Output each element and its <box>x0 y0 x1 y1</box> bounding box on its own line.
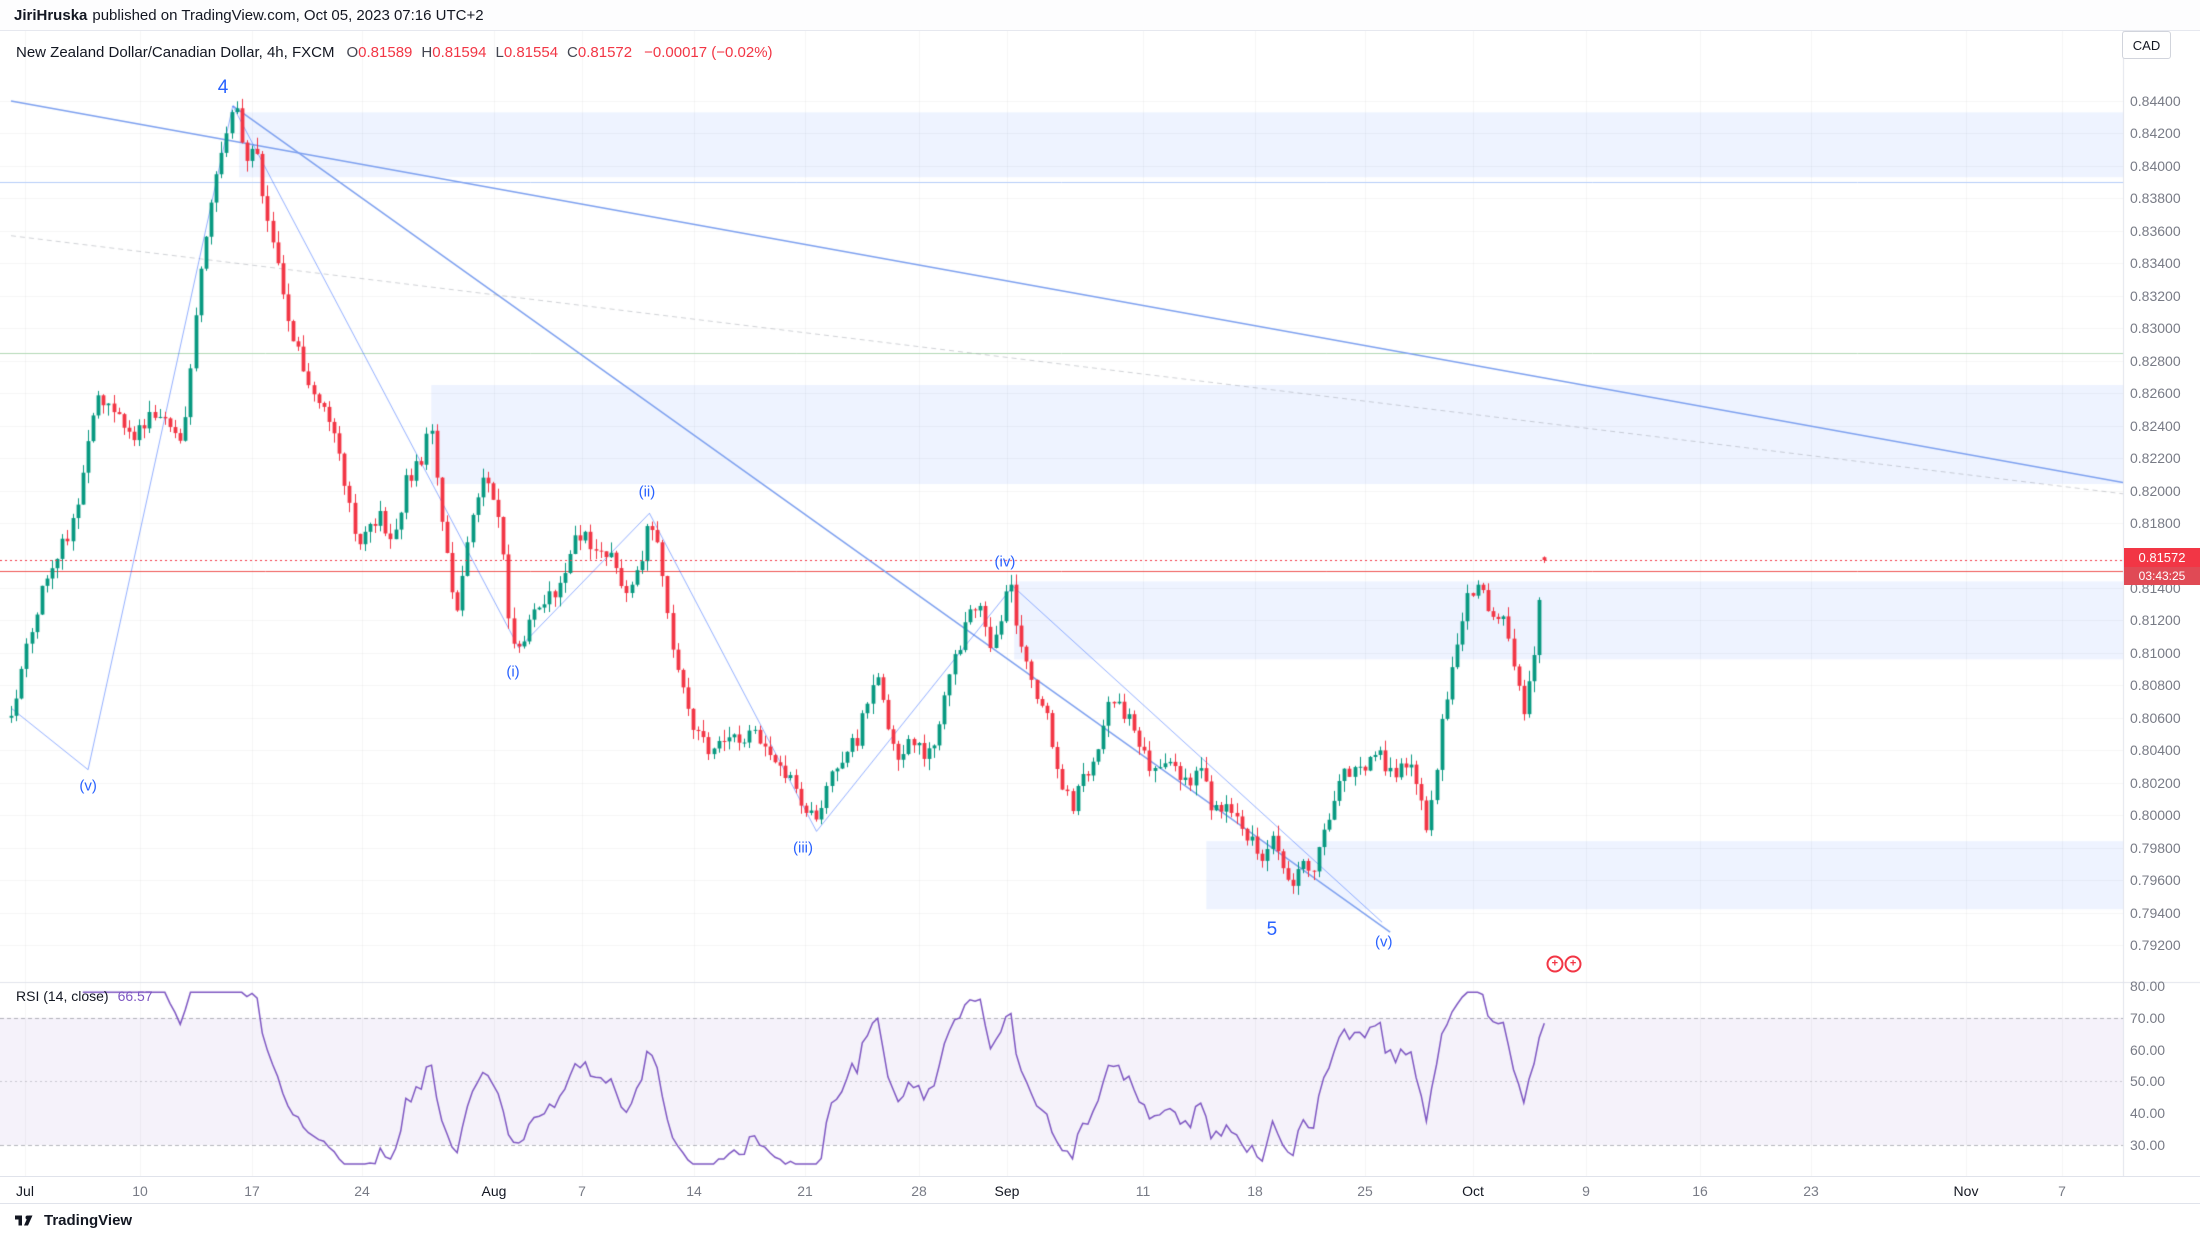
price-axis-label: 0.82400 <box>2130 417 2181 434</box>
tradingview-logo-text[interactable]: TradingView <box>44 1211 133 1229</box>
time-axis-label: Nov <box>1953 1183 1979 1199</box>
rsi-axis-label: 40.00 <box>2130 1105 2166 1122</box>
current-price-badge: 0.81572 03:43:25 <box>2124 548 2200 585</box>
wave-label-ii[interactable]: (ii) <box>638 483 656 501</box>
time-axis-label: 7 <box>578 1183 586 1199</box>
price-axis-label: 0.84000 <box>2130 157 2181 174</box>
time-axis-label: Jul <box>16 1183 34 1199</box>
bottom-bar: TradingView <box>0 1203 2200 1236</box>
wave-label-v[interactable]: (v) <box>1375 933 1393 951</box>
ohlc-L: L0.81554 <box>495 44 559 61</box>
time-axis-label: 10 <box>132 1183 148 1199</box>
price-axis-label: 0.83400 <box>2130 255 2181 272</box>
time-axis-label: 23 <box>1803 1183 1819 1199</box>
currency-badge[interactable]: CAD <box>2122 31 2171 59</box>
time-axis[interactable]: Jul 10 17 24 Aug 7 14 21 28 Sep 11 18 25 Oct 9 16 23 Nov 7 <box>0 1176 2200 1204</box>
wave-label-5[interactable]: 5 <box>1266 919 1278 941</box>
alert-icon[interactable]: + <box>1546 955 1564 973</box>
price-axis-label: 0.81200 <box>2130 612 2181 629</box>
ohlc-C: C0.81572 <box>567 44 633 61</box>
wave-label-iv[interactable]: (iv) <box>994 553 1016 571</box>
price-axis-label: 0.82800 <box>2130 352 2181 369</box>
price-axis-label: 0.82200 <box>2130 450 2181 467</box>
ohlc-O: O0.81589 <box>346 44 413 61</box>
price-axis-label: 0.80200 <box>2130 774 2181 791</box>
price-axis-label: 0.79800 <box>2130 839 2181 856</box>
price-axis-label: 0.82000 <box>2130 482 2181 499</box>
time-axis-label: 11 <box>1135 1183 1151 1199</box>
ohlc-H: H0.81594 <box>421 44 487 61</box>
rsi-axis-label: 70.00 <box>2130 1009 2166 1026</box>
publish-text: published on TradingView.com, Oct 05, 20… <box>92 6 484 24</box>
tradingview-logo-icon[interactable] <box>14 1213 36 1228</box>
rsi-axis-label: 80.00 <box>2130 978 2166 994</box>
alert-icon[interactable]: + <box>1564 955 1582 973</box>
rsi-value: 66.57 <box>117 988 153 1004</box>
rsi-axis-label: 30.00 <box>2130 1137 2166 1153</box>
price-axis-label: 0.82600 <box>2130 385 2181 402</box>
time-axis-label: 21 <box>797 1183 813 1199</box>
price-axis-label: 0.80600 <box>2130 709 2181 726</box>
time-axis-label: 28 <box>911 1183 927 1199</box>
price-axis-label: 0.80000 <box>2130 807 2181 824</box>
price-axis-label: 0.79200 <box>2130 937 2181 953</box>
price-axis-label: 0.83800 <box>2130 190 2181 207</box>
price-axis-label: 0.80400 <box>2130 742 2181 759</box>
last-price-value: 0.81572 <box>2124 548 2200 567</box>
time-axis-label: 16 <box>1692 1183 1708 1199</box>
wave-label-4[interactable]: 4 <box>217 77 229 98</box>
time-axis-label: Aug <box>481 1183 507 1199</box>
ohlc-values: O0.81589 H0.81594 L0.81554 C0.81572 <box>346 44 632 61</box>
time-axis-label: 7 <box>2058 1183 2066 1199</box>
price-axis-label: 0.81000 <box>2130 644 2181 661</box>
rsi-axis-label: 50.00 <box>2130 1073 2166 1090</box>
price-axis-label: 0.84200 <box>2130 125 2181 142</box>
rsi-label: RSI (14, close) <box>16 988 109 1004</box>
price-axis-label: 0.81800 <box>2130 515 2181 531</box>
symbol-title[interactable]: New Zealand Dollar/Canadian Dollar, 4h, … <box>16 44 335 61</box>
price-axis-label: 0.79600 <box>2130 872 2181 889</box>
time-axis-label: 17 <box>244 1183 260 1199</box>
price-axis-label: 0.83000 <box>2130 320 2181 337</box>
candle-countdown: 03:43:25 <box>2124 567 2200 585</box>
time-axis-label: 9 <box>1582 1183 1590 1199</box>
price-change: −0.00017 (−0.02%) <box>644 44 773 61</box>
time-axis-label: Oct <box>1462 1183 1484 1199</box>
time-axis-label: 18 <box>1247 1183 1263 1199</box>
time-axis-label: Sep <box>994 1183 1020 1199</box>
price-axis-label: 0.84400 <box>2130 93 2181 109</box>
rsi-header[interactable]: RSI (14, close) 66.57 <box>16 988 153 1004</box>
symbol-header: New Zealand Dollar/Canadian Dollar, 4h, … <box>16 44 773 61</box>
price-axis-label: 0.80800 <box>2130 677 2181 694</box>
publish-bar: JiriHruska published on TradingView.com,… <box>0 0 2200 31</box>
rsi-axis-label: 60.00 <box>2130 1041 2166 1058</box>
wave-label-i[interactable]: (i) <box>506 663 520 681</box>
price-axis-label: 0.83200 <box>2130 287 2181 304</box>
wave-label-iii[interactable]: (iii) <box>793 839 813 857</box>
wave-label-v[interactable]: (v) <box>79 777 97 795</box>
time-axis-label: 14 <box>686 1183 702 1199</box>
price-axis-label: 0.83600 <box>2130 222 2181 239</box>
time-axis-label: 25 <box>1357 1183 1373 1199</box>
publish-author[interactable]: JiriHruska <box>14 6 88 24</box>
price-axis-label: 0.79400 <box>2130 904 2181 921</box>
time-axis-label: 24 <box>354 1183 370 1199</box>
